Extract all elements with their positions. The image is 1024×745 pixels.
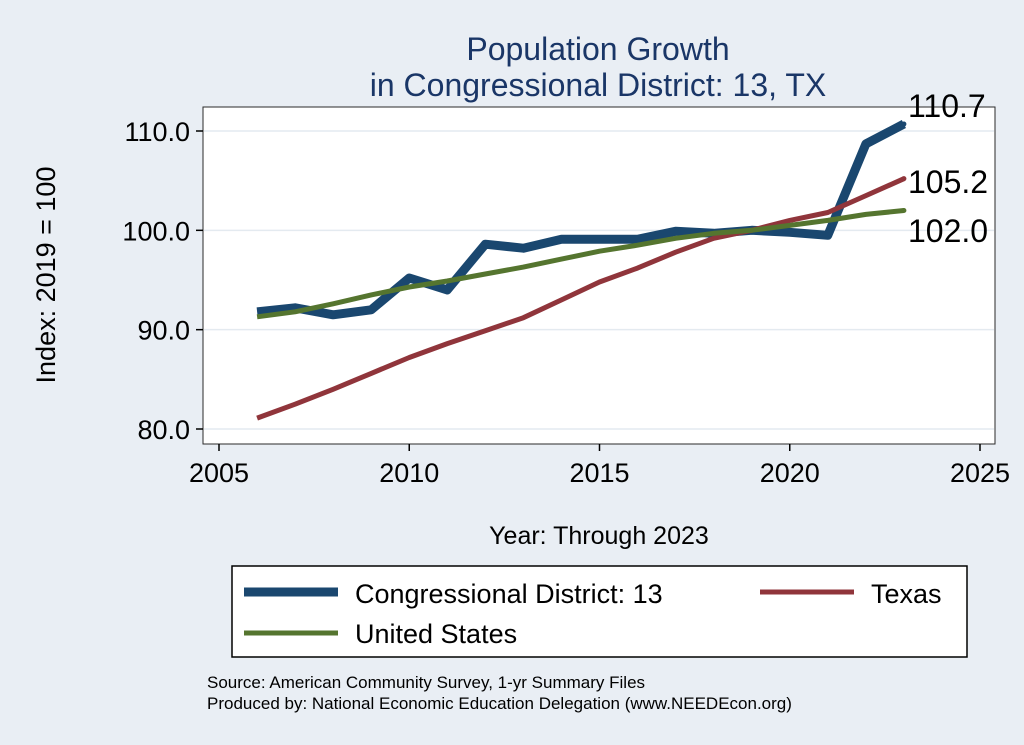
legend-label-united-states: United States (355, 619, 517, 649)
end-label-value: 102.0 (908, 213, 988, 249)
y-axis-title: Index: 2019 = 100 (31, 167, 61, 384)
chart-title-line-2: in Congressional District: 13, TX (370, 67, 826, 103)
y-tick-label: 90.0 (137, 316, 190, 346)
x-tick-label: 2005 (189, 458, 249, 488)
axes: 80.0 90.0 100.0 110.0 2005 2010 2015 2020 2025 (122, 117, 1010, 488)
legend: Congressional District: 13 Texas United … (231, 565, 968, 658)
legend-label-congressional-district: Congressional District: 13 (355, 579, 663, 609)
series-end-point (901, 121, 907, 127)
x-tick-label: 2015 (569, 458, 629, 488)
y-tick-label: 110.0 (124, 117, 190, 147)
x-tick-label: 2020 (760, 458, 820, 488)
grid-lines (204, 130, 994, 430)
x-tick-label: 2010 (379, 458, 439, 488)
y-tick-label: 80.0 (137, 415, 190, 445)
x-axis-title: Year: Through 2023 (489, 522, 709, 550)
series-line-congressional-district-13 (256, 120, 906, 320)
y-tick-label: 100.0 (122, 216, 190, 246)
data-series (256, 120, 907, 421)
legend-label-texas: Texas (871, 579, 942, 609)
series-end-point (901, 176, 907, 182)
source-note: Source: American Community Survey, 1-yr … (207, 673, 645, 692)
legend-box (231, 565, 968, 658)
series-end-point (901, 207, 907, 213)
end-label-value: 105.2 (908, 164, 988, 200)
produced-by-note: Produced by: National Economic Education… (207, 694, 792, 713)
chart-title-line-1: Population Growth (466, 31, 729, 67)
series-line-texas (256, 176, 905, 421)
end-label-value: 110.7 (908, 88, 986, 124)
x-tick-label: 2025 (950, 458, 1010, 488)
end-labels: 110.7 105.2 102.0 (908, 88, 988, 249)
series-line-united-states (256, 208, 905, 320)
